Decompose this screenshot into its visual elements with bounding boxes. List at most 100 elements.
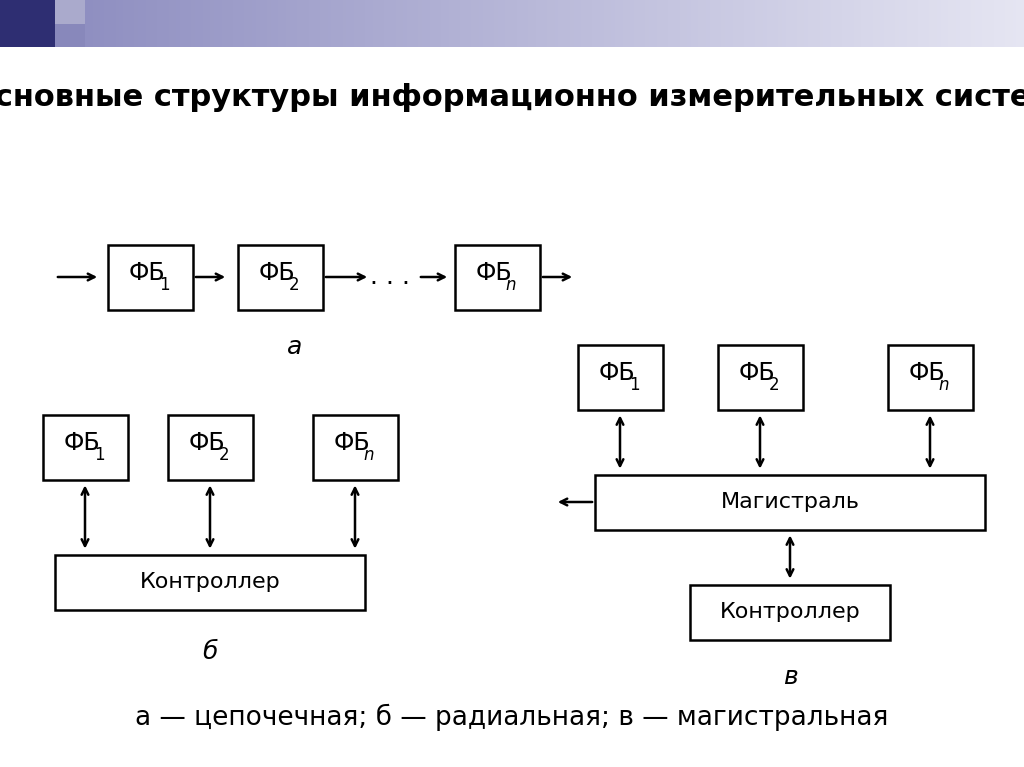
Bar [180,0,184,47]
Bar [547,0,552,47]
Bar [366,0,370,47]
Text: Магистраль: Магистраль [721,492,859,512]
Bar [123,0,128,47]
Bar [89,0,94,47]
Bar [536,0,541,47]
Bar [131,0,135,47]
Bar [531,0,537,47]
Bar [914,0,919,47]
Bar [350,0,355,47]
Bar [756,0,760,47]
Bar [562,0,567,47]
Bar [479,0,483,47]
Bar [482,0,487,47]
Bar [475,0,480,47]
Bar [55,555,365,610]
Bar [634,0,639,47]
Bar [892,0,896,47]
Bar [589,0,594,47]
Bar [301,0,306,47]
Bar [611,0,616,47]
Bar [964,0,969,47]
Bar [70,0,75,47]
Bar [718,0,722,47]
Bar [578,0,582,47]
Bar [407,0,412,47]
Bar [743,0,749,47]
Bar [361,0,367,47]
Bar [823,0,828,47]
Bar [710,0,715,47]
Bar [381,0,385,47]
Bar [96,0,101,47]
Bar [112,0,117,47]
Bar [854,0,858,47]
Bar [573,0,579,47]
Bar [509,0,514,47]
Bar [578,344,663,410]
Bar [1017,0,1021,47]
Bar [238,245,323,310]
Bar [373,0,378,47]
Bar [1020,0,1024,47]
Text: а: а [288,335,303,359]
Bar [305,0,309,47]
Bar [528,0,532,47]
Bar [540,0,545,47]
Bar [676,0,681,47]
Bar [774,0,779,47]
Bar [460,0,465,47]
Bar [502,0,507,47]
Bar [669,0,673,47]
Bar [827,0,831,47]
Bar [290,0,295,47]
Text: n: n [506,276,516,294]
Bar [968,0,972,47]
Bar [419,0,423,47]
Bar [199,0,204,47]
Bar [595,475,985,529]
Bar [846,0,851,47]
Bar [430,0,434,47]
Bar [312,414,397,479]
Bar [555,0,559,47]
Bar [415,0,420,47]
Bar [868,0,873,47]
Bar [740,0,744,47]
Bar [835,0,840,47]
Bar [108,245,193,310]
Text: ФБ: ФБ [599,361,635,385]
Bar [218,0,222,47]
Bar [464,0,469,47]
Bar [808,0,813,47]
Bar [801,0,806,47]
Bar [221,0,226,47]
Bar [566,0,570,47]
Bar [43,414,128,479]
Bar [718,344,803,410]
Bar [513,0,518,47]
Bar [426,0,431,47]
Bar [294,0,298,47]
Bar [169,0,173,47]
Bar [725,0,730,47]
Bar [990,0,994,47]
Bar [732,0,737,47]
Bar [877,0,882,47]
Bar [339,0,344,47]
Bar [259,0,264,47]
Bar [607,0,612,47]
Bar [191,0,196,47]
Bar [656,0,662,47]
Bar [544,0,548,47]
Bar [127,0,132,47]
Bar [569,0,574,47]
Text: Контроллер: Контроллер [720,602,860,622]
Bar [67,0,71,47]
Bar [884,0,889,47]
Bar [441,0,445,47]
Bar [930,0,934,47]
Bar [781,0,786,47]
Bar [176,0,181,47]
Bar [286,0,291,47]
